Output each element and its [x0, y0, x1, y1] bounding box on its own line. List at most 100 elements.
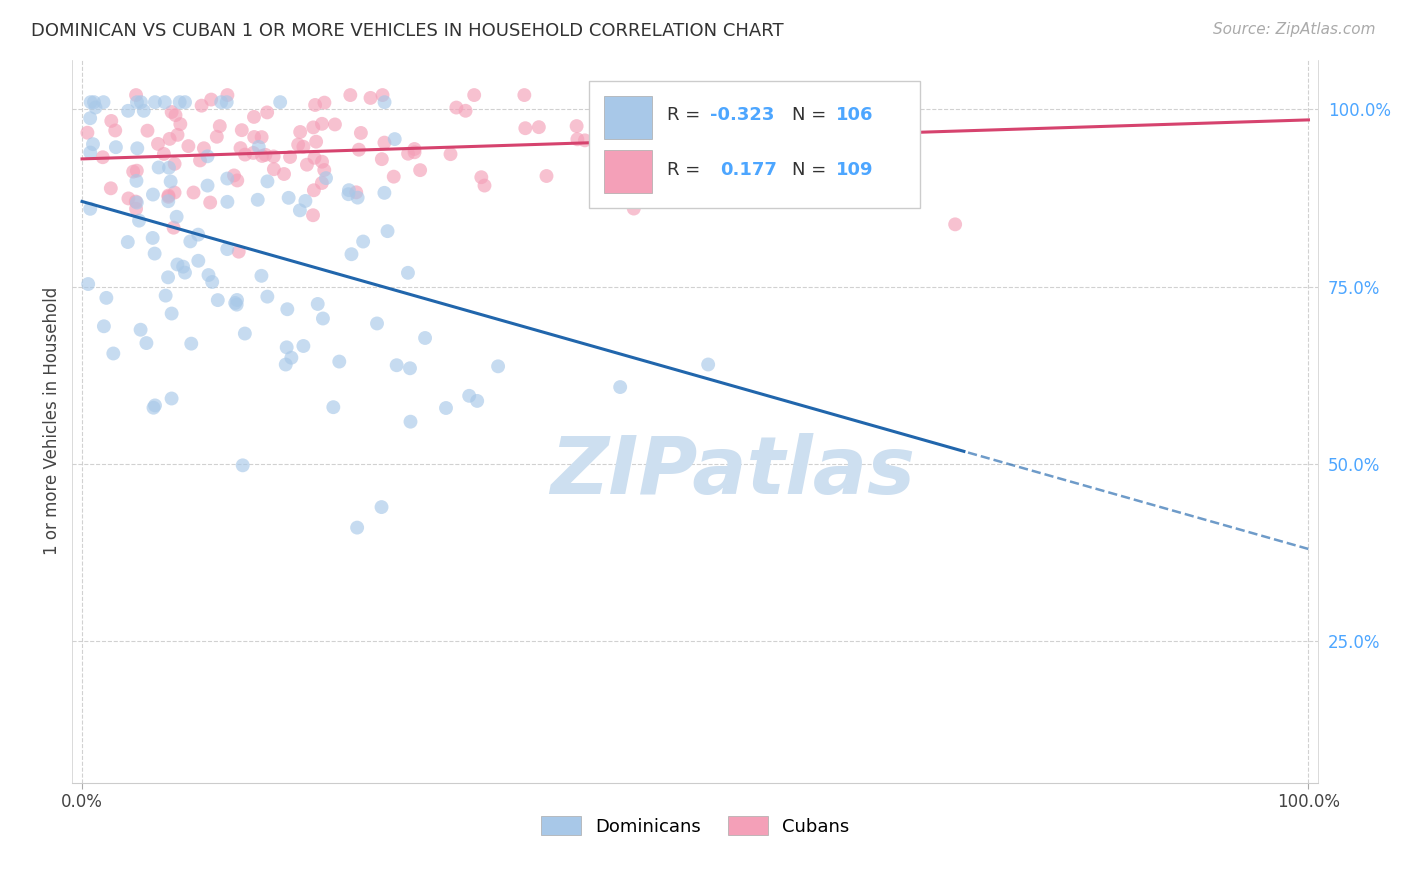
Point	[277, 191, 299, 205]
Point	[565, 119, 588, 133]
Point	[125, 194, 148, 209]
Point	[360, 91, 382, 105]
Point	[104, 123, 127, 137]
Point	[162, 220, 184, 235]
Text: R =: R =	[666, 106, 706, 124]
Point	[179, 235, 201, 249]
Point	[243, 110, 266, 124]
Point	[142, 401, 165, 415]
Point	[129, 95, 152, 110]
FancyBboxPatch shape	[589, 81, 920, 208]
Point	[346, 191, 368, 205]
Point	[128, 213, 150, 227]
Text: DOMINICAN VS CUBAN 1 OR MORE VEHICLES IN HOUSEHOLD CORRELATION CHART: DOMINICAN VS CUBAN 1 OR MORE VEHICLES IN…	[31, 22, 783, 40]
Point	[166, 128, 188, 142]
Point	[276, 302, 298, 317]
Point	[311, 154, 333, 169]
Point	[458, 389, 481, 403]
Point	[304, 151, 326, 165]
Point	[166, 258, 188, 272]
Point	[233, 326, 256, 341]
Point	[91, 150, 114, 164]
Point	[250, 268, 273, 283]
Point	[135, 336, 157, 351]
Point	[157, 270, 180, 285]
Point	[382, 169, 405, 184]
Point	[79, 145, 101, 160]
Point	[339, 88, 361, 103]
Point	[79, 112, 101, 126]
Point	[104, 140, 127, 154]
Point	[177, 139, 200, 153]
Point	[302, 120, 325, 135]
Point	[125, 202, 148, 216]
Point	[404, 145, 426, 160]
Text: 0.177: 0.177	[720, 161, 778, 179]
Point	[217, 242, 239, 256]
Point	[157, 188, 180, 202]
Point	[165, 108, 187, 122]
Point	[311, 176, 333, 190]
Point	[627, 177, 650, 191]
Point	[396, 266, 419, 280]
Point	[280, 351, 302, 365]
Point	[263, 149, 285, 163]
Point	[371, 152, 394, 166]
Point	[143, 398, 166, 412]
Point	[337, 183, 360, 197]
Point	[142, 231, 165, 245]
Point	[454, 103, 477, 118]
Point	[100, 114, 122, 128]
Text: N =: N =	[793, 161, 832, 179]
Point	[160, 307, 183, 321]
Point	[404, 142, 426, 156]
Point	[122, 164, 145, 178]
Point	[292, 339, 315, 353]
Point	[180, 336, 202, 351]
Point	[256, 290, 278, 304]
Text: Source: ZipAtlas.com: Source: ZipAtlas.com	[1212, 22, 1375, 37]
Point	[77, 277, 100, 291]
Point	[228, 244, 250, 259]
Point	[117, 103, 139, 118]
Point	[127, 141, 149, 155]
Point	[409, 163, 432, 178]
Point	[385, 358, 408, 372]
Point	[197, 149, 219, 163]
Point	[83, 95, 105, 110]
Point	[373, 136, 395, 150]
Point	[129, 323, 152, 337]
Point	[163, 157, 186, 171]
Point	[215, 95, 238, 110]
Point	[373, 186, 395, 200]
Point	[254, 148, 277, 162]
Point	[623, 116, 645, 130]
Text: 109: 109	[837, 161, 873, 179]
Point	[201, 275, 224, 289]
Point	[396, 146, 419, 161]
Point	[302, 183, 325, 197]
Point	[190, 98, 212, 112]
Point	[302, 208, 325, 222]
Text: -0.323: -0.323	[710, 106, 775, 124]
Point	[651, 88, 673, 103]
Point	[229, 141, 252, 155]
Point	[174, 266, 197, 280]
Point	[153, 147, 176, 161]
Point	[287, 137, 309, 152]
Point	[117, 235, 139, 249]
Point	[159, 174, 181, 188]
Point	[274, 358, 297, 372]
Point	[79, 202, 101, 216]
Point	[623, 202, 645, 216]
Point	[647, 186, 669, 200]
Point	[352, 235, 374, 249]
Point	[157, 194, 180, 209]
Point	[288, 125, 311, 139]
Point	[413, 331, 436, 345]
Point	[183, 186, 205, 200]
Point	[148, 161, 170, 175]
Point	[463, 88, 485, 103]
Point	[132, 103, 155, 118]
Point	[225, 298, 247, 312]
